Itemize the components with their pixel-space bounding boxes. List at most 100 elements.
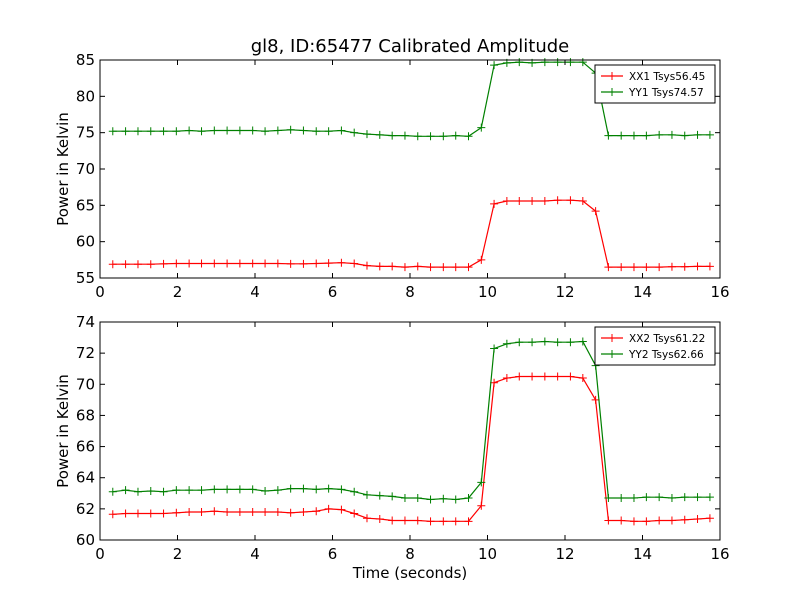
y-tick-label: 68 <box>76 406 95 424</box>
data-point <box>312 485 321 494</box>
data-point <box>477 478 486 487</box>
data-point <box>172 259 181 268</box>
x-tick-label: 14 <box>633 545 652 563</box>
data-point <box>261 259 270 268</box>
legend-box <box>594 64 716 104</box>
top-panel: 0 2 4 6 8 10 12 14 16 55 60 65 70 75 80 85 Power in Kelv… <box>54 51 730 301</box>
data-point <box>439 494 448 503</box>
data-point <box>286 484 295 493</box>
data-point <box>210 259 219 268</box>
data-point <box>337 485 346 494</box>
data-point <box>566 338 575 347</box>
data-point <box>248 259 257 268</box>
data-point <box>210 485 219 494</box>
data-point <box>324 127 333 136</box>
data-point <box>273 259 282 268</box>
data-point <box>400 131 409 140</box>
data-point <box>159 259 168 268</box>
data-point <box>464 263 473 272</box>
data-point <box>426 263 435 272</box>
data-point <box>362 490 371 499</box>
data-point <box>235 507 244 516</box>
data-point <box>591 207 600 216</box>
x-tick-label: 10 <box>478 283 497 301</box>
data-point <box>502 339 511 348</box>
data-point <box>705 130 714 139</box>
data-point <box>248 126 257 135</box>
data-point <box>261 486 270 495</box>
legend-marker <box>608 334 616 342</box>
data-point <box>133 509 142 518</box>
data-point <box>515 338 524 347</box>
data-point <box>451 495 460 504</box>
data-point <box>413 132 422 141</box>
data-point <box>477 123 486 132</box>
data-point <box>464 132 473 141</box>
data-point <box>197 127 206 136</box>
data-point <box>578 374 587 383</box>
data-point <box>197 486 206 495</box>
legend-label: YY2 Tsys62.66 <box>628 349 704 361</box>
data-point <box>426 132 435 141</box>
legend-marker <box>608 350 616 358</box>
data-point <box>299 259 308 268</box>
data-point <box>350 487 359 496</box>
data-point <box>477 501 486 510</box>
legend-label: XX1 Tsys56.45 <box>629 71 705 83</box>
data-point <box>705 493 714 502</box>
data-point <box>604 493 613 502</box>
data-point <box>400 263 409 272</box>
y-tick-label: 60 <box>76 531 95 549</box>
y-tick-label: 66 <box>76 438 95 456</box>
data-point <box>121 486 130 495</box>
data-point <box>655 516 664 525</box>
data-point <box>375 491 384 500</box>
data-point <box>629 517 638 526</box>
data-point <box>121 509 130 518</box>
y-tick-label: 62 <box>76 500 95 518</box>
x-tick-label: 4 <box>250 545 260 563</box>
data-point <box>146 127 155 136</box>
data-point <box>223 485 232 494</box>
data-point <box>680 493 689 502</box>
data-point <box>667 516 676 525</box>
data-point <box>197 259 206 268</box>
data-point <box>223 259 232 268</box>
data-point <box>337 258 346 267</box>
data-point <box>477 255 486 264</box>
data-point <box>413 262 422 271</box>
data-point <box>705 514 714 523</box>
data-point <box>299 507 308 516</box>
data-point <box>604 516 613 525</box>
data-point <box>400 493 409 502</box>
data-point <box>375 514 384 523</box>
data-point <box>515 372 524 381</box>
data-point <box>629 493 638 502</box>
data-point <box>375 130 384 139</box>
y-tick-label: 64 <box>76 469 95 487</box>
x-tick-label: 14 <box>633 283 652 301</box>
data-point <box>693 493 702 502</box>
data-point <box>388 516 397 525</box>
data-point <box>451 263 460 272</box>
y-tick-label: 72 <box>76 344 95 362</box>
data-point <box>312 127 321 136</box>
data-point <box>502 374 511 383</box>
data-point <box>667 493 676 502</box>
data-point <box>578 337 587 346</box>
data-point <box>324 484 333 493</box>
data-point <box>693 130 702 139</box>
data-point <box>235 259 244 268</box>
data-point <box>566 372 575 381</box>
data-point <box>680 515 689 524</box>
data-point <box>299 484 308 493</box>
data-point <box>223 507 232 516</box>
data-point <box>604 263 613 272</box>
y-tick-label: 74 <box>76 313 95 331</box>
data-point <box>324 504 333 513</box>
data-point <box>464 517 473 526</box>
data-point <box>362 514 371 523</box>
data-point <box>490 344 499 353</box>
data-point <box>312 259 321 268</box>
data-point <box>133 260 142 269</box>
